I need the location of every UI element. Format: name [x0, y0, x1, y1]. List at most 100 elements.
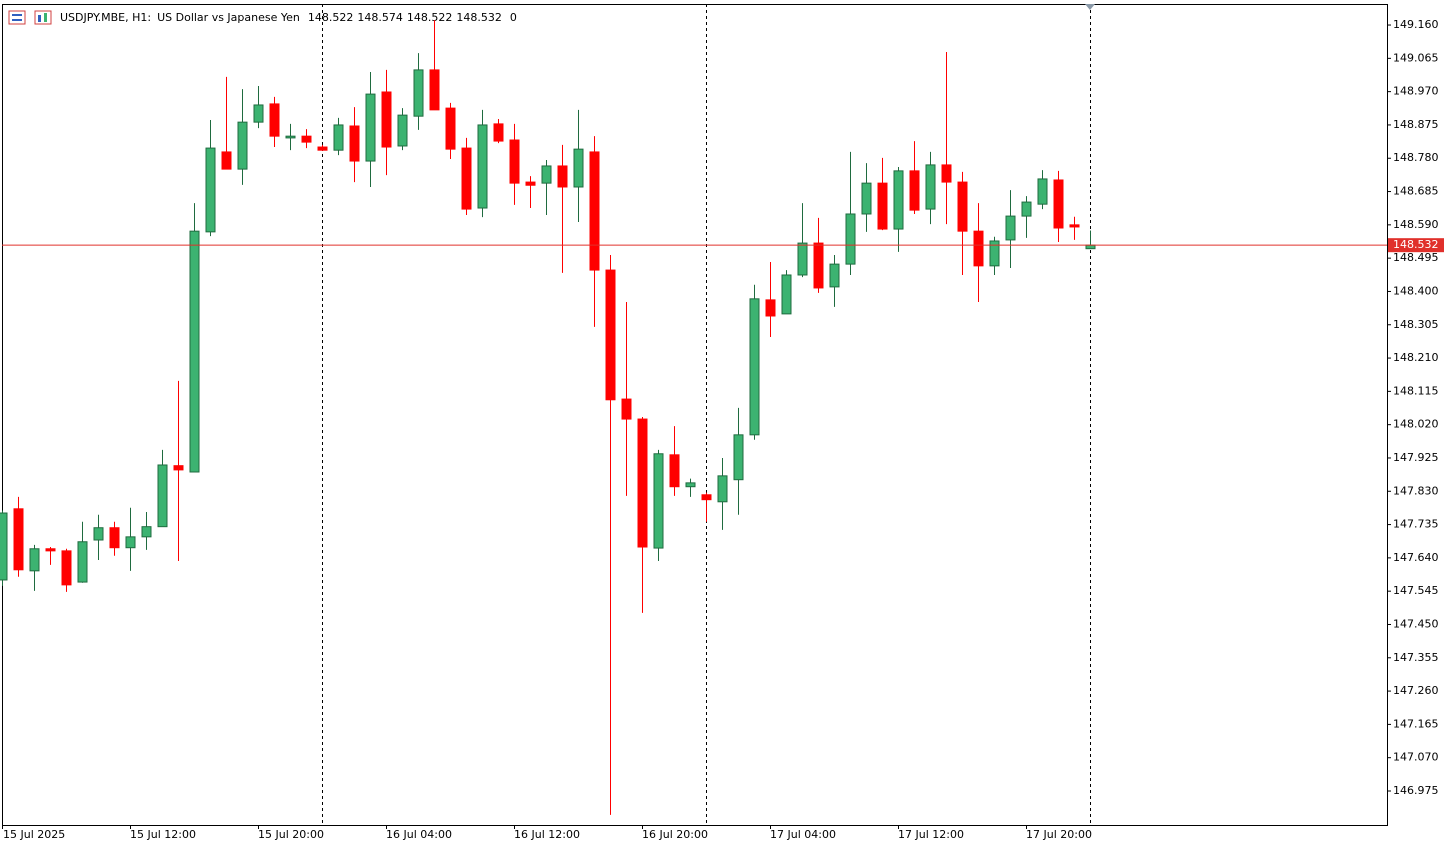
candle-body	[525, 181, 536, 186]
y-tick-label: 148.115	[1393, 384, 1439, 397]
candle-body	[509, 139, 520, 184]
candle-body	[893, 170, 904, 230]
candle-body	[1085, 244, 1096, 250]
header-text: 148.522	[407, 11, 453, 24]
candle-body	[573, 148, 584, 188]
candle-body	[29, 548, 40, 572]
y-tick-label: 148.590	[1393, 218, 1439, 231]
candle-body	[109, 527, 120, 549]
y-tick-label: 147.735	[1393, 518, 1439, 531]
y-tick-label: 147.260	[1393, 684, 1439, 697]
candle-body	[429, 69, 440, 111]
candle-body	[1021, 201, 1032, 217]
candle-body	[685, 482, 696, 488]
candle-body	[717, 475, 728, 503]
candle-body	[781, 274, 792, 315]
candle-body	[797, 242, 808, 276]
header-text: 148.522	[308, 11, 354, 24]
candle-body	[1005, 215, 1016, 241]
y-tick-label: 148.495	[1393, 251, 1439, 264]
candle-body	[301, 135, 312, 143]
header-text: US Dollar vs Japanese Yen	[157, 11, 300, 24]
candle-body	[477, 124, 488, 209]
y-tick-label: 147.545	[1393, 584, 1439, 597]
candle-body	[413, 69, 424, 117]
candle-body	[1037, 178, 1048, 205]
candle-body	[621, 398, 632, 420]
icon	[38, 15, 41, 22]
x-tick-label: 17 Jul 20:00	[1026, 828, 1092, 841]
icon	[12, 14, 22, 16]
candle-body	[925, 164, 936, 210]
candle-body	[733, 434, 744, 481]
x-tick-label: 16 Jul 20:00	[642, 828, 708, 841]
y-tick-label: 148.400	[1393, 284, 1439, 297]
candle-body	[189, 230, 200, 473]
candle-body	[333, 124, 344, 151]
candle-body	[541, 165, 552, 184]
candle-body	[93, 527, 104, 541]
candle-body	[637, 418, 648, 548]
candle-body	[861, 182, 872, 215]
y-tick-label: 148.875	[1393, 118, 1439, 131]
y-tick-label: 147.355	[1393, 651, 1439, 664]
candle-body	[701, 494, 712, 501]
candle-body	[381, 91, 392, 148]
candle-body	[269, 103, 280, 137]
candle-body	[989, 240, 1000, 267]
x-tick-label: 16 Jul 04:00	[386, 828, 452, 841]
x-tick-label: 15 Jul 2025	[3, 828, 65, 841]
header-text: 0	[510, 11, 517, 24]
icon	[44, 13, 47, 22]
candle-body	[461, 147, 472, 210]
x-tick-label: 15 Jul 20:00	[258, 828, 324, 841]
candle-body	[397, 114, 408, 147]
candle-body	[589, 151, 600, 271]
marks	[0, 4, 1096, 825]
candle-body	[285, 135, 296, 139]
candle-body	[365, 93, 376, 162]
header-icons	[8, 10, 52, 25]
y-tick-label: 147.450	[1393, 617, 1439, 630]
y-tick-label: 148.305	[1393, 318, 1439, 331]
candle-body	[445, 107, 456, 150]
candle-body	[45, 548, 56, 552]
candle-body	[317, 146, 328, 151]
candle-body	[765, 299, 776, 317]
icon	[8, 10, 26, 25]
candle-body	[1053, 179, 1064, 229]
candle-body	[973, 230, 984, 267]
candle-body	[61, 550, 72, 586]
candle-body	[941, 164, 952, 183]
icon	[12, 19, 22, 21]
y-tick-label: 146.975	[1393, 784, 1439, 797]
candle-body	[173, 465, 184, 471]
candle-body	[877, 182, 888, 230]
y-tick-label: 147.165	[1393, 717, 1439, 730]
candle-body	[77, 541, 88, 583]
candle-body	[605, 269, 616, 401]
candle-body	[653, 453, 664, 549]
price-label-box	[1388, 238, 1444, 253]
candle-body	[13, 508, 24, 571]
candle-body	[253, 104, 264, 123]
x-tick-label: 17 Jul 04:00	[770, 828, 836, 841]
candle-body	[845, 213, 856, 265]
icon	[34, 10, 52, 25]
y-tick-label: 147.640	[1393, 551, 1439, 564]
candle-body	[349, 125, 360, 162]
candle-body	[0, 512, 8, 581]
candle-body	[205, 147, 216, 233]
header-text: USDJPY.MBE, H1:	[60, 11, 151, 24]
y-tick-label: 147.925	[1393, 451, 1439, 464]
header: USDJPY.MBE, H1: US Dollar vs Japanese Yen…	[60, 11, 517, 24]
candle-body	[157, 464, 168, 528]
x-tick-label: 17 Jul 12:00	[898, 828, 964, 841]
price-label: 148.532	[1393, 238, 1439, 251]
x-tick-label: 15 Jul 12:00	[130, 828, 196, 841]
candle-body	[141, 526, 152, 538]
marker	[1085, 4, 1095, 10]
candle-body	[557, 165, 568, 188]
